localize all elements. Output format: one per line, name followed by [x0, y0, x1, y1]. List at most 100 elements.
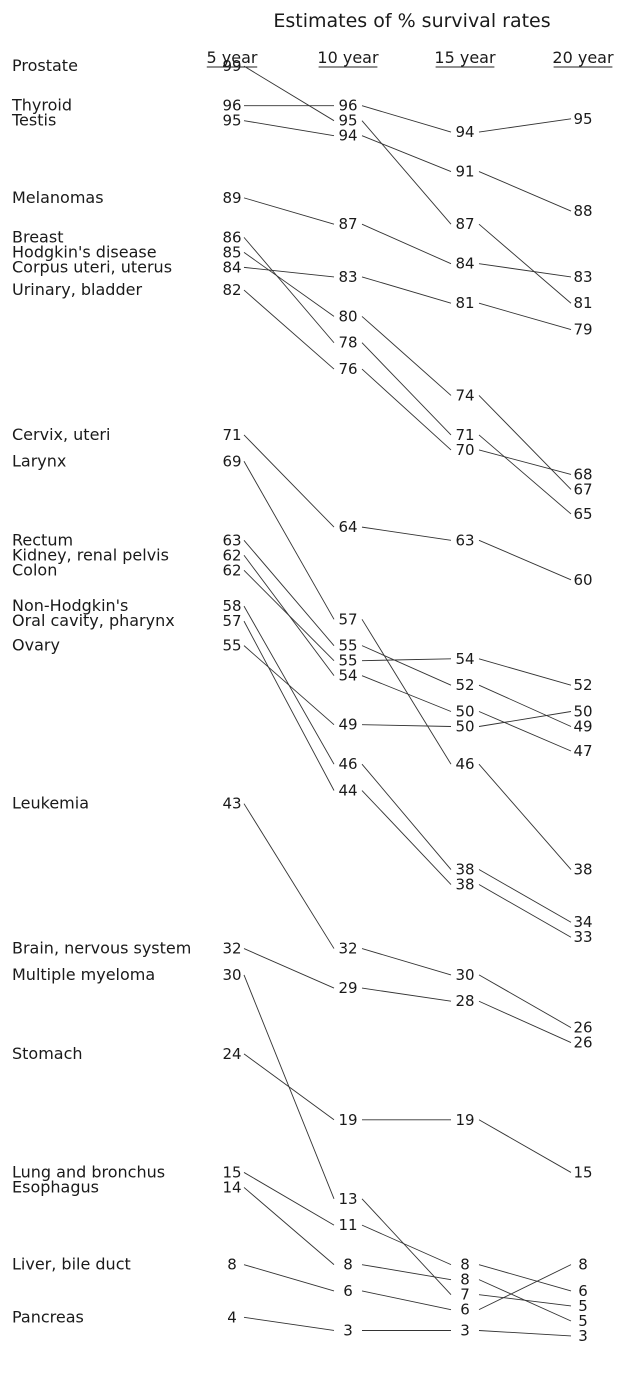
row-label: Rectum [12, 530, 73, 549]
value-label: 32 [222, 940, 241, 958]
slope-line [478, 869, 572, 923]
value-label: 8 [227, 1256, 237, 1274]
value-label: 74 [455, 386, 474, 404]
value-label: 44 [338, 782, 357, 800]
slope-line [478, 763, 572, 870]
row-label: Oral cavity, pharynx [12, 611, 175, 630]
value-label: 24 [222, 1045, 241, 1063]
value-label: 3 [460, 1321, 470, 1339]
value-label: 55 [338, 652, 357, 670]
slope-line [478, 449, 572, 475]
value-label: 6 [578, 1282, 588, 1300]
value-label: 3 [343, 1321, 353, 1339]
value-label: 83 [338, 268, 357, 286]
slope-line [361, 790, 452, 885]
slope-line [478, 223, 572, 304]
row-label: Liver, bile duct [12, 1255, 131, 1274]
value-label: 65 [573, 505, 592, 523]
slope-line [361, 1198, 452, 1295]
value-label: 33 [573, 928, 592, 946]
slope-line [243, 948, 335, 989]
row-label: Prostate [12, 56, 78, 75]
slope-line [478, 302, 572, 331]
value-label: 6 [460, 1301, 470, 1319]
slope-line [478, 658, 572, 686]
value-label: 68 [573, 465, 592, 483]
slope-line [361, 1264, 452, 1281]
value-label: 69 [222, 452, 241, 470]
column-headers: 5 year 10 year 15 year 20 year [207, 48, 614, 68]
value-label: 26 [573, 1034, 592, 1052]
slope-line [361, 1224, 452, 1266]
value-label: 52 [573, 676, 592, 694]
value-label: 54 [455, 650, 474, 668]
value-label: 96 [338, 97, 357, 115]
value-label: 84 [455, 255, 474, 273]
chart-title: Estimates of % survival rates [273, 10, 550, 32]
value-label: 80 [338, 307, 357, 325]
value-label: 5 [578, 1297, 588, 1315]
value-label: 34 [573, 913, 592, 931]
value-label: 70 [455, 441, 474, 459]
value-label: 94 [455, 123, 474, 141]
slope-line [478, 395, 572, 490]
slope-line [243, 620, 335, 791]
slope-line [361, 105, 452, 133]
value-label: 30 [222, 966, 241, 984]
value-label: 15 [222, 1163, 241, 1181]
slope-line [243, 803, 335, 949]
row-label: Melanomas [12, 188, 104, 207]
value-label: 46 [338, 755, 357, 773]
row-label: Breast [12, 227, 63, 246]
column-header-2: 15 year [434, 48, 496, 67]
slope-line [361, 223, 452, 265]
slope-line [243, 645, 335, 726]
value-label: 99 [222, 57, 241, 75]
value-label: 62 [222, 561, 241, 579]
value-label: 49 [573, 718, 592, 736]
value-label: 38 [455, 876, 474, 894]
value-label: 95 [338, 112, 357, 130]
value-label: 85 [222, 243, 241, 261]
value-label: 62 [222, 546, 241, 564]
value-label: 84 [222, 258, 241, 276]
slope-line [478, 1264, 572, 1292]
row-label: Corpus uteri, uterus [12, 257, 172, 276]
value-label: 4 [227, 1308, 237, 1326]
slope-line [361, 342, 452, 436]
row-label: Hodgkin's disease [12, 242, 157, 261]
slope-line [243, 237, 335, 344]
row-label: Stomach [12, 1044, 83, 1063]
value-label: 91 [455, 163, 474, 181]
slope-line [478, 974, 572, 1028]
value-label: 7 [460, 1286, 470, 1304]
value-label: 54 [338, 667, 357, 685]
slope-line [243, 539, 335, 646]
slope-line [243, 1172, 335, 1226]
slope-line [361, 645, 452, 686]
value-label: 89 [222, 189, 241, 207]
value-label: 11 [338, 1216, 357, 1234]
column-header-0: 5 year [207, 48, 258, 67]
value-label: 50 [455, 703, 474, 721]
value-label: 52 [455, 676, 474, 694]
row-label: Kidney, renal pelvis [12, 545, 169, 564]
slope-line [361, 763, 452, 870]
value-label: 95 [573, 110, 592, 128]
value-label: 3 [578, 1327, 588, 1345]
value-label: 43 [222, 795, 241, 813]
slope-line [243, 569, 335, 661]
value-label: 88 [573, 202, 592, 220]
value-label: 76 [338, 360, 357, 378]
slope-line [478, 434, 572, 515]
value-label: 55 [222, 637, 241, 655]
slope-line [243, 461, 335, 620]
slope-line [361, 724, 452, 727]
value-label: 87 [455, 215, 474, 233]
value-label: 71 [455, 426, 474, 444]
value-label: 32 [338, 940, 357, 958]
slope-line [361, 658, 452, 662]
value-label: 6 [343, 1282, 353, 1300]
slope-line [361, 675, 452, 712]
